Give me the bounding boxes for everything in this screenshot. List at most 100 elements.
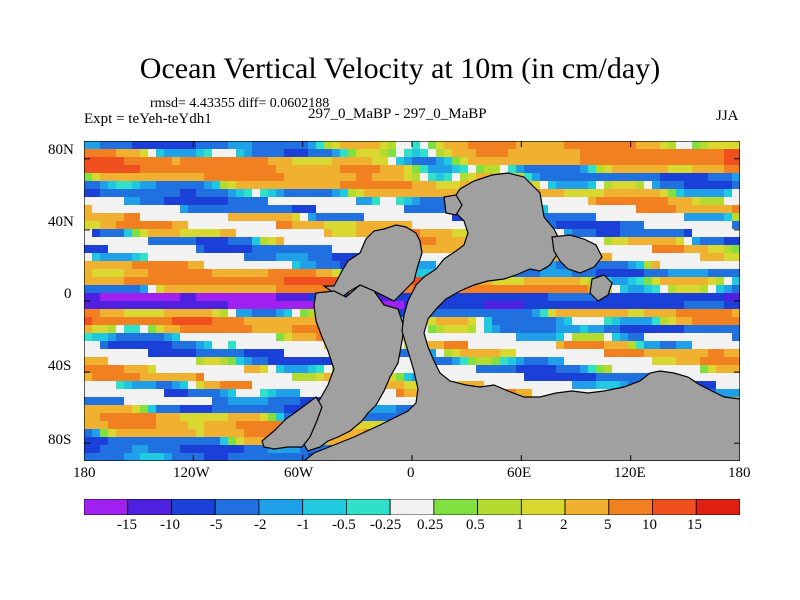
field-cell [156, 445, 165, 454]
field-cell [612, 213, 621, 222]
field-cell [388, 301, 397, 310]
field-cell [708, 157, 717, 166]
field-cell [100, 413, 109, 422]
field-cell [204, 173, 213, 182]
field-cell [284, 269, 293, 278]
field-cell [84, 405, 93, 414]
field-cell [452, 373, 461, 382]
field-cell [396, 405, 405, 414]
colorbar [84, 499, 740, 515]
field-cell [388, 213, 397, 222]
field-cell [380, 397, 389, 406]
field-cell [204, 197, 213, 206]
field-cell [124, 205, 133, 214]
field-cell [84, 261, 93, 270]
field-cell [284, 405, 293, 414]
field-cell [244, 453, 253, 461]
field-cell [476, 325, 485, 334]
field-cell [116, 437, 125, 446]
field-cell [452, 189, 461, 198]
field-cell [300, 397, 309, 406]
field-cell [132, 317, 141, 326]
field-cell [228, 197, 237, 206]
field-cell [604, 189, 613, 198]
field-cell [684, 181, 693, 190]
field-cell [620, 357, 629, 366]
field-cell [540, 165, 549, 174]
field-cell [108, 317, 117, 326]
field-cell [676, 349, 685, 358]
field-cell [84, 165, 93, 174]
field-cell [292, 301, 301, 310]
field-cell [644, 317, 653, 326]
field-cell [572, 213, 581, 222]
field-cell [580, 165, 589, 174]
field-cell [652, 277, 661, 286]
field-cell [404, 293, 413, 302]
field-cell [540, 141, 549, 150]
field-cell [524, 381, 533, 390]
field-cell [268, 213, 277, 222]
field-cell [236, 205, 245, 214]
field-cell [580, 365, 589, 374]
field-cell [308, 325, 317, 334]
field-cell [692, 349, 701, 358]
field-cell [108, 341, 117, 350]
field-cell [84, 309, 93, 318]
field-cell [732, 189, 740, 198]
field-cell [220, 261, 229, 270]
field-cell [372, 405, 381, 414]
field-cell [372, 205, 381, 214]
field-cell [84, 253, 93, 262]
field-cell [164, 365, 173, 374]
field-cell [620, 205, 629, 214]
field-cell [620, 213, 629, 222]
field-cell [556, 181, 565, 190]
field-cell [316, 157, 325, 166]
field-cell [620, 229, 629, 238]
field-cell [668, 269, 677, 278]
field-cell [444, 237, 453, 246]
field-cell [316, 141, 325, 150]
field-cell [476, 381, 485, 390]
field-cell [716, 221, 725, 230]
field-cell [340, 261, 349, 270]
field-cell [732, 245, 740, 254]
field-cell [692, 165, 701, 174]
field-cell [612, 349, 621, 358]
field-cell [300, 357, 309, 366]
field-cell [212, 221, 221, 230]
field-cell [436, 317, 445, 326]
field-cell [220, 245, 229, 254]
field-cell [220, 309, 229, 318]
field-cell [84, 293, 93, 302]
field-cell [460, 141, 469, 150]
field-cell [284, 149, 293, 158]
field-cell [340, 149, 349, 158]
field-cell [548, 269, 557, 278]
field-cell [124, 381, 133, 390]
field-cell [108, 381, 117, 390]
field-cell [212, 277, 221, 286]
field-cell [204, 397, 213, 406]
field-cell [156, 317, 165, 326]
field-cell [116, 221, 125, 230]
field-cell [228, 421, 237, 430]
field-cell [132, 277, 141, 286]
field-cell [164, 413, 173, 422]
field-cell [524, 269, 533, 278]
field-cell [660, 237, 669, 246]
field-cell [732, 213, 740, 222]
field-cell [204, 141, 213, 150]
field-cell [412, 205, 421, 214]
field-cell [100, 445, 109, 454]
field-cell [204, 229, 213, 238]
field-cell [116, 181, 125, 190]
field-cell [540, 341, 549, 350]
field-cell [92, 389, 101, 398]
field-cell [196, 253, 205, 262]
field-cell [244, 141, 253, 150]
field-cell [628, 325, 637, 334]
field-cell [276, 293, 285, 302]
field-cell [124, 309, 133, 318]
